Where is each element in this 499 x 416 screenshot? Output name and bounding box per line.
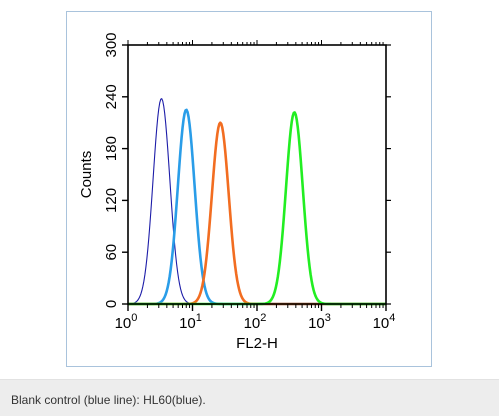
x-tick-label-3: 103 bbox=[308, 312, 331, 332]
y-tick-label-0: 0 bbox=[103, 300, 120, 308]
histogram-series-1 bbox=[127, 98, 386, 305]
y-tick-label-1: 60 bbox=[103, 244, 120, 261]
y-tick-label-3: 180 bbox=[103, 136, 120, 161]
x-axis-title: FL2-H bbox=[236, 335, 278, 352]
y-tick-label-5: 300 bbox=[103, 32, 120, 57]
y-axis-title: Counts bbox=[78, 151, 95, 199]
y-tick-label-2: 120 bbox=[103, 188, 120, 213]
x-tick-label-1: 101 bbox=[179, 312, 202, 332]
histogram-chart: 0 60 120 180 240 300 100 101 102 103 104 FL2-H Count… bbox=[78, 32, 396, 352]
plot-frame bbox=[127, 44, 387, 305]
histogram-series-3 bbox=[127, 121, 387, 306]
figure-caption: Blank control (blue line): HL60(blue). bbox=[11, 393, 206, 407]
y-tick-label-4: 240 bbox=[103, 84, 120, 109]
x-tick-label-4: 104 bbox=[373, 312, 396, 332]
caption-bar: Blank control (blue line): HL60(blue). bbox=[0, 379, 499, 416]
x-tick-label-0: 100 bbox=[115, 312, 138, 332]
figure-frame: 0 60 120 180 240 300 100 101 102 103 104 FL2-H Count… bbox=[66, 11, 432, 367]
x-tick-label-2: 102 bbox=[244, 312, 267, 332]
